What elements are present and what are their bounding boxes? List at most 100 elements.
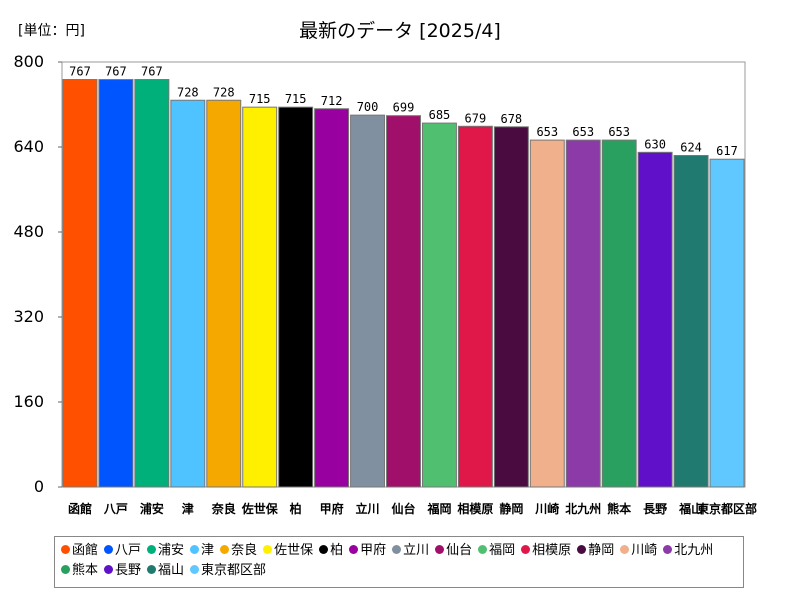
data-label: 630 bbox=[644, 137, 666, 151]
legend-swatch bbox=[663, 545, 673, 554]
legend-swatch bbox=[620, 545, 630, 554]
x-tick-label: 長野 bbox=[643, 501, 667, 516]
bar-4 bbox=[170, 99, 206, 488]
x-tick-label: 甲府 bbox=[320, 501, 344, 516]
legend-label: 北九州 bbox=[674, 543, 714, 558]
legend-swatch bbox=[104, 545, 114, 554]
legend-swatch bbox=[147, 565, 157, 574]
legend-swatch bbox=[349, 545, 359, 554]
bar-8 bbox=[314, 108, 350, 488]
x-tick-label: 八戸 bbox=[103, 502, 128, 516]
x-tick-label: 熊本 bbox=[607, 501, 631, 516]
data-label: 715 bbox=[285, 92, 307, 106]
legend-swatch bbox=[104, 565, 114, 574]
data-label: 712 bbox=[321, 94, 343, 108]
data-label: 767 bbox=[141, 65, 163, 79]
legend-item: 津 bbox=[190, 541, 214, 561]
data-label: 767 bbox=[69, 65, 91, 79]
legend-label: 川崎 bbox=[631, 543, 658, 558]
bar-19 bbox=[709, 158, 745, 488]
bar-14 bbox=[529, 139, 565, 488]
data-label: 700 bbox=[357, 100, 379, 114]
legend-label: 函館 bbox=[72, 543, 99, 558]
legend-item: 浦安 bbox=[147, 541, 184, 561]
bar-11 bbox=[421, 122, 457, 488]
bar-2 bbox=[98, 79, 134, 488]
bar-7 bbox=[278, 106, 314, 488]
data-label: 624 bbox=[680, 141, 702, 155]
legend-swatch bbox=[263, 545, 273, 554]
x-tick-label: 柏 bbox=[290, 501, 302, 516]
bar-12 bbox=[457, 125, 493, 488]
data-label: 728 bbox=[177, 85, 199, 99]
chart-legend: 函館 八戸 浦安 津 奈良 佐世保 柏 甲府 立川 仙台 福岡 相模原 静岡 川崎 北九州熊本 長野 福山 東京都… bbox=[54, 536, 744, 588]
bar-18 bbox=[673, 155, 709, 488]
x-tick-label: 仙台 bbox=[391, 501, 415, 516]
legend-swatch bbox=[190, 545, 200, 554]
legend-item: 福山 bbox=[147, 561, 184, 581]
data-label: 767 bbox=[105, 65, 127, 79]
y-tick-label: 320 bbox=[13, 307, 44, 326]
bar-10 bbox=[386, 115, 421, 488]
y-tick-label: 480 bbox=[13, 222, 44, 241]
y-tick-label: 640 bbox=[13, 137, 44, 156]
data-label: 653 bbox=[608, 125, 630, 139]
x-tick-label: 奈良 bbox=[211, 501, 236, 516]
x-tick-label: 福岡 bbox=[426, 501, 451, 516]
x-tick-label: 東京都区部 bbox=[697, 501, 757, 516]
legend-item: 立川 bbox=[392, 541, 429, 561]
legend-label: 仙台 bbox=[446, 543, 473, 558]
legend-label: 佐世保 bbox=[274, 543, 314, 558]
x-tick-label: 立川 bbox=[356, 501, 380, 516]
data-label: 715 bbox=[249, 92, 271, 106]
y-tick-label: 800 bbox=[13, 52, 44, 71]
legend-label: 相模原 bbox=[532, 543, 572, 558]
data-label: 678 bbox=[500, 112, 522, 126]
legend-label: 熊本 bbox=[72, 563, 99, 578]
legend-swatch bbox=[478, 545, 488, 554]
data-label: 728 bbox=[213, 85, 235, 99]
legend-item: 柏 bbox=[319, 541, 343, 561]
x-tick-label: 北九州 bbox=[565, 501, 601, 516]
x-tick-label: 川崎 bbox=[534, 501, 559, 516]
bar-5 bbox=[206, 99, 242, 488]
legend-label: 立川 bbox=[403, 543, 430, 558]
y-tick-label: 0 bbox=[34, 477, 44, 496]
bar-15 bbox=[565, 139, 601, 488]
legend-item: 熊本 bbox=[61, 561, 98, 581]
x-tick-label: 津 bbox=[182, 501, 194, 516]
x-tick-label: 函館 bbox=[68, 501, 92, 516]
legend-item: 甲府 bbox=[349, 541, 386, 561]
legend-item: 八戸 bbox=[104, 541, 141, 561]
data-label: 685 bbox=[429, 108, 451, 122]
legend-label: 甲府 bbox=[360, 543, 387, 558]
bar-9 bbox=[350, 114, 386, 488]
legend-label: 柏 bbox=[330, 543, 344, 558]
legend-item: 佐世保 bbox=[263, 541, 313, 561]
bar-6 bbox=[242, 106, 278, 488]
legend-swatch bbox=[61, 545, 70, 554]
legend-item: 函館 bbox=[61, 541, 98, 561]
data-label: 699 bbox=[393, 101, 415, 115]
legend-item: 東京都区部 bbox=[190, 561, 266, 581]
legend-label: 奈良 bbox=[231, 543, 258, 558]
legend-item: 長野 bbox=[104, 561, 141, 581]
y-tick-label: 160 bbox=[13, 392, 44, 411]
legend-item: 静岡 bbox=[577, 541, 614, 561]
legend-label: 津 bbox=[201, 543, 215, 558]
data-label: 679 bbox=[465, 111, 487, 125]
bar-13 bbox=[493, 126, 529, 488]
legend-item: 北九州 bbox=[663, 541, 713, 561]
legend-swatch bbox=[435, 545, 445, 554]
x-tick-label: 相模原 bbox=[457, 501, 493, 516]
data-label: 653 bbox=[572, 125, 594, 139]
legend-label: 福山 bbox=[158, 563, 185, 578]
bar-16 bbox=[601, 139, 637, 488]
legend-label: 東京都区部 bbox=[201, 563, 267, 578]
x-tick-label: 静岡 bbox=[499, 501, 523, 516]
legend-swatch bbox=[147, 545, 157, 554]
chart-title: 最新のデータ [2025/4] bbox=[299, 20, 501, 42]
legend-swatch bbox=[577, 545, 587, 554]
legend-swatch bbox=[61, 565, 70, 574]
legend-item: 福岡 bbox=[478, 541, 515, 561]
